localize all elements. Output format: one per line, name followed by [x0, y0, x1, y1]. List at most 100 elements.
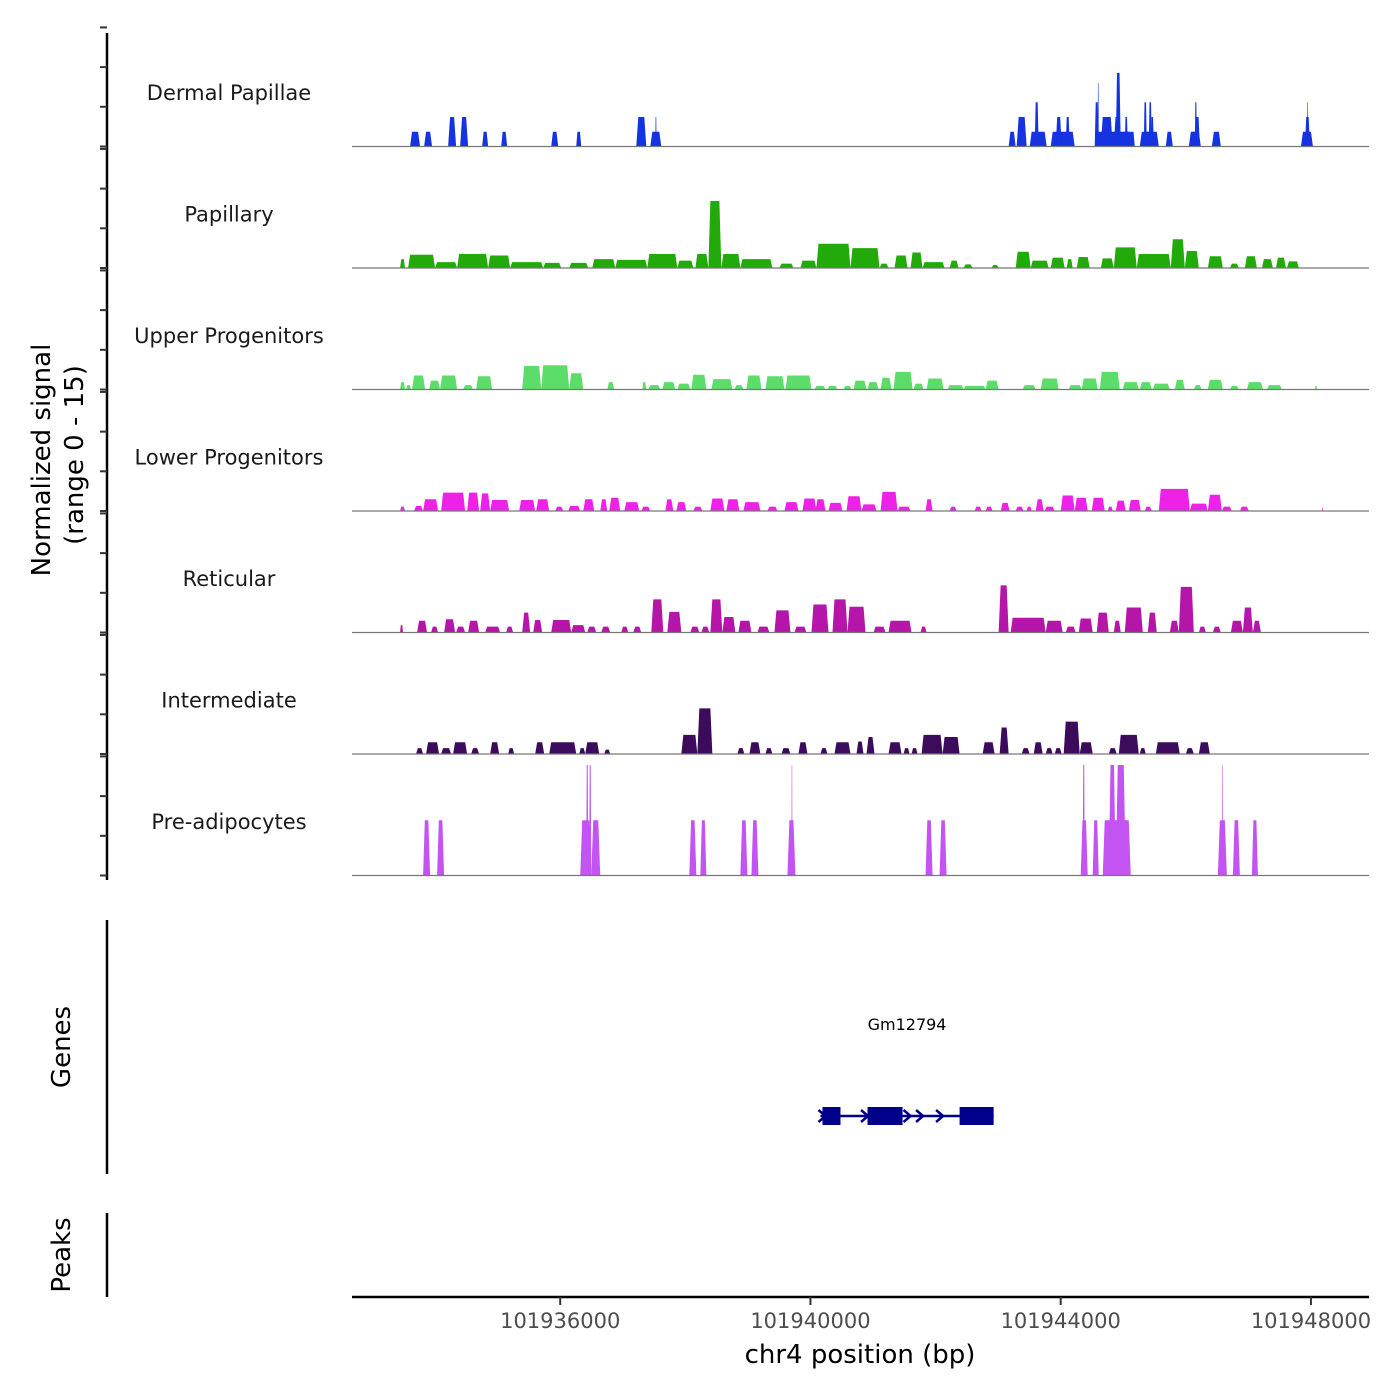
- signal-peak: [423, 820, 431, 876]
- signal-peak: [922, 262, 945, 268]
- signal-peak: [784, 502, 799, 511]
- signal-peak: [587, 626, 597, 633]
- signal-peak: [506, 626, 514, 633]
- signal-peak: [921, 734, 943, 754]
- signal-peak: [467, 492, 480, 511]
- signal-peak: [641, 506, 651, 511]
- signal-peak: [1306, 102, 1308, 147]
- signal-peak: [1050, 257, 1065, 268]
- signal-peak: [867, 382, 879, 390]
- signal-peak: [1321, 508, 1323, 511]
- signal-peak: [751, 820, 759, 876]
- signal-peak: [802, 498, 817, 511]
- signal-peak: [949, 506, 957, 511]
- signal-peak: [1124, 607, 1143, 633]
- signal-peak: [1015, 251, 1031, 268]
- signal-peak: [701, 626, 710, 633]
- signal-peak: [1045, 748, 1053, 754]
- signal-peak: [880, 491, 898, 511]
- signal-peak: [880, 377, 892, 390]
- signal-peak: [400, 506, 406, 511]
- signal-peak: [456, 626, 466, 633]
- signal-peak: [1242, 607, 1253, 633]
- signal-peak: [734, 385, 744, 390]
- signal-peak: [910, 252, 923, 268]
- signal-peak: [601, 626, 611, 633]
- track-label: Upper Progenitors: [134, 324, 324, 348]
- signal-peak: [463, 385, 474, 390]
- signal-peak: [999, 727, 1009, 754]
- x-tick-label: 101936000: [500, 1309, 620, 1333]
- signal-peak: [861, 504, 877, 511]
- signal-peak: [1094, 131, 1133, 147]
- signal-peak: [1174, 379, 1185, 390]
- signal-peak: [1193, 385, 1202, 390]
- signal-peak: [1065, 117, 1070, 147]
- x-axis-ticks: 101936000 101940000 101944000 101948000: [500, 1297, 1371, 1333]
- signal-peak: [1091, 497, 1105, 511]
- signal-peak: [569, 262, 589, 268]
- signal-peak: [1010, 617, 1046, 633]
- genes-track: Gm12794: [817, 1015, 994, 1125]
- signal-peak: [677, 383, 691, 390]
- signal-peak: [1139, 748, 1146, 754]
- signal-peak: [1081, 378, 1098, 390]
- signal-peak: [1108, 748, 1117, 754]
- signal-peak: [1078, 618, 1093, 633]
- signal-peak: [569, 373, 584, 390]
- signal-peak: [453, 742, 468, 754]
- signal-peak: [490, 499, 510, 511]
- signal-peak: [551, 131, 559, 147]
- signal-peak: [1113, 620, 1121, 633]
- signal-peak: [781, 748, 791, 754]
- signal-peak: [555, 506, 564, 511]
- signal-peak: [480, 493, 491, 511]
- signal-peak: [888, 620, 912, 633]
- signal-peak: [1076, 256, 1090, 268]
- signal-peak: [1016, 117, 1027, 147]
- signal-peak: [535, 742, 545, 754]
- signal-peak: [591, 820, 601, 876]
- signal-peak: [893, 371, 913, 390]
- signal-peak: [794, 626, 807, 633]
- signal-peak: [426, 742, 440, 754]
- signal-peak: [1082, 765, 1085, 876]
- signal-peak: [636, 117, 647, 147]
- signal-peak: [485, 626, 501, 633]
- signal-peak: [1054, 748, 1062, 754]
- signal-peak: [490, 742, 500, 754]
- signal-peak: [843, 385, 852, 390]
- gene-exon: [867, 1107, 903, 1125]
- signal-peak: [708, 200, 722, 268]
- signal-peak: [726, 499, 740, 511]
- signal-peak: [820, 748, 828, 754]
- signal-peak: [1015, 506, 1024, 511]
- signal-peak: [662, 382, 676, 390]
- signal-peak: [522, 612, 531, 633]
- signal-peak: [576, 131, 582, 147]
- signal-peak: [460, 117, 469, 147]
- signal-peak: [1063, 721, 1080, 754]
- signal-peak: [417, 620, 428, 633]
- signal-peak: [1117, 72, 1119, 147]
- signal-peak: [888, 742, 902, 754]
- gene-exon: [959, 1107, 994, 1125]
- signal-peak: [1207, 494, 1222, 511]
- signal-peak: [676, 502, 687, 511]
- signal-peak: [414, 505, 424, 511]
- signal-peak: [873, 626, 886, 633]
- signal-peak: [991, 265, 999, 268]
- track-label: Pre-adipocytes: [151, 810, 306, 834]
- signal-peak: [476, 376, 493, 390]
- signal-peak: [501, 131, 508, 147]
- signal-peak: [856, 741, 864, 754]
- signal-peak: [571, 625, 586, 633]
- signal-peak: [471, 748, 480, 754]
- signal-peak: [1155, 742, 1180, 754]
- signal-peak: [738, 620, 752, 633]
- signal-peak: [1060, 495, 1075, 511]
- signal-y-axis-ticks: [100, 26, 107, 877]
- signal-peak: [440, 375, 458, 390]
- signal-peak: [1040, 378, 1059, 390]
- signal-peak: [519, 499, 536, 511]
